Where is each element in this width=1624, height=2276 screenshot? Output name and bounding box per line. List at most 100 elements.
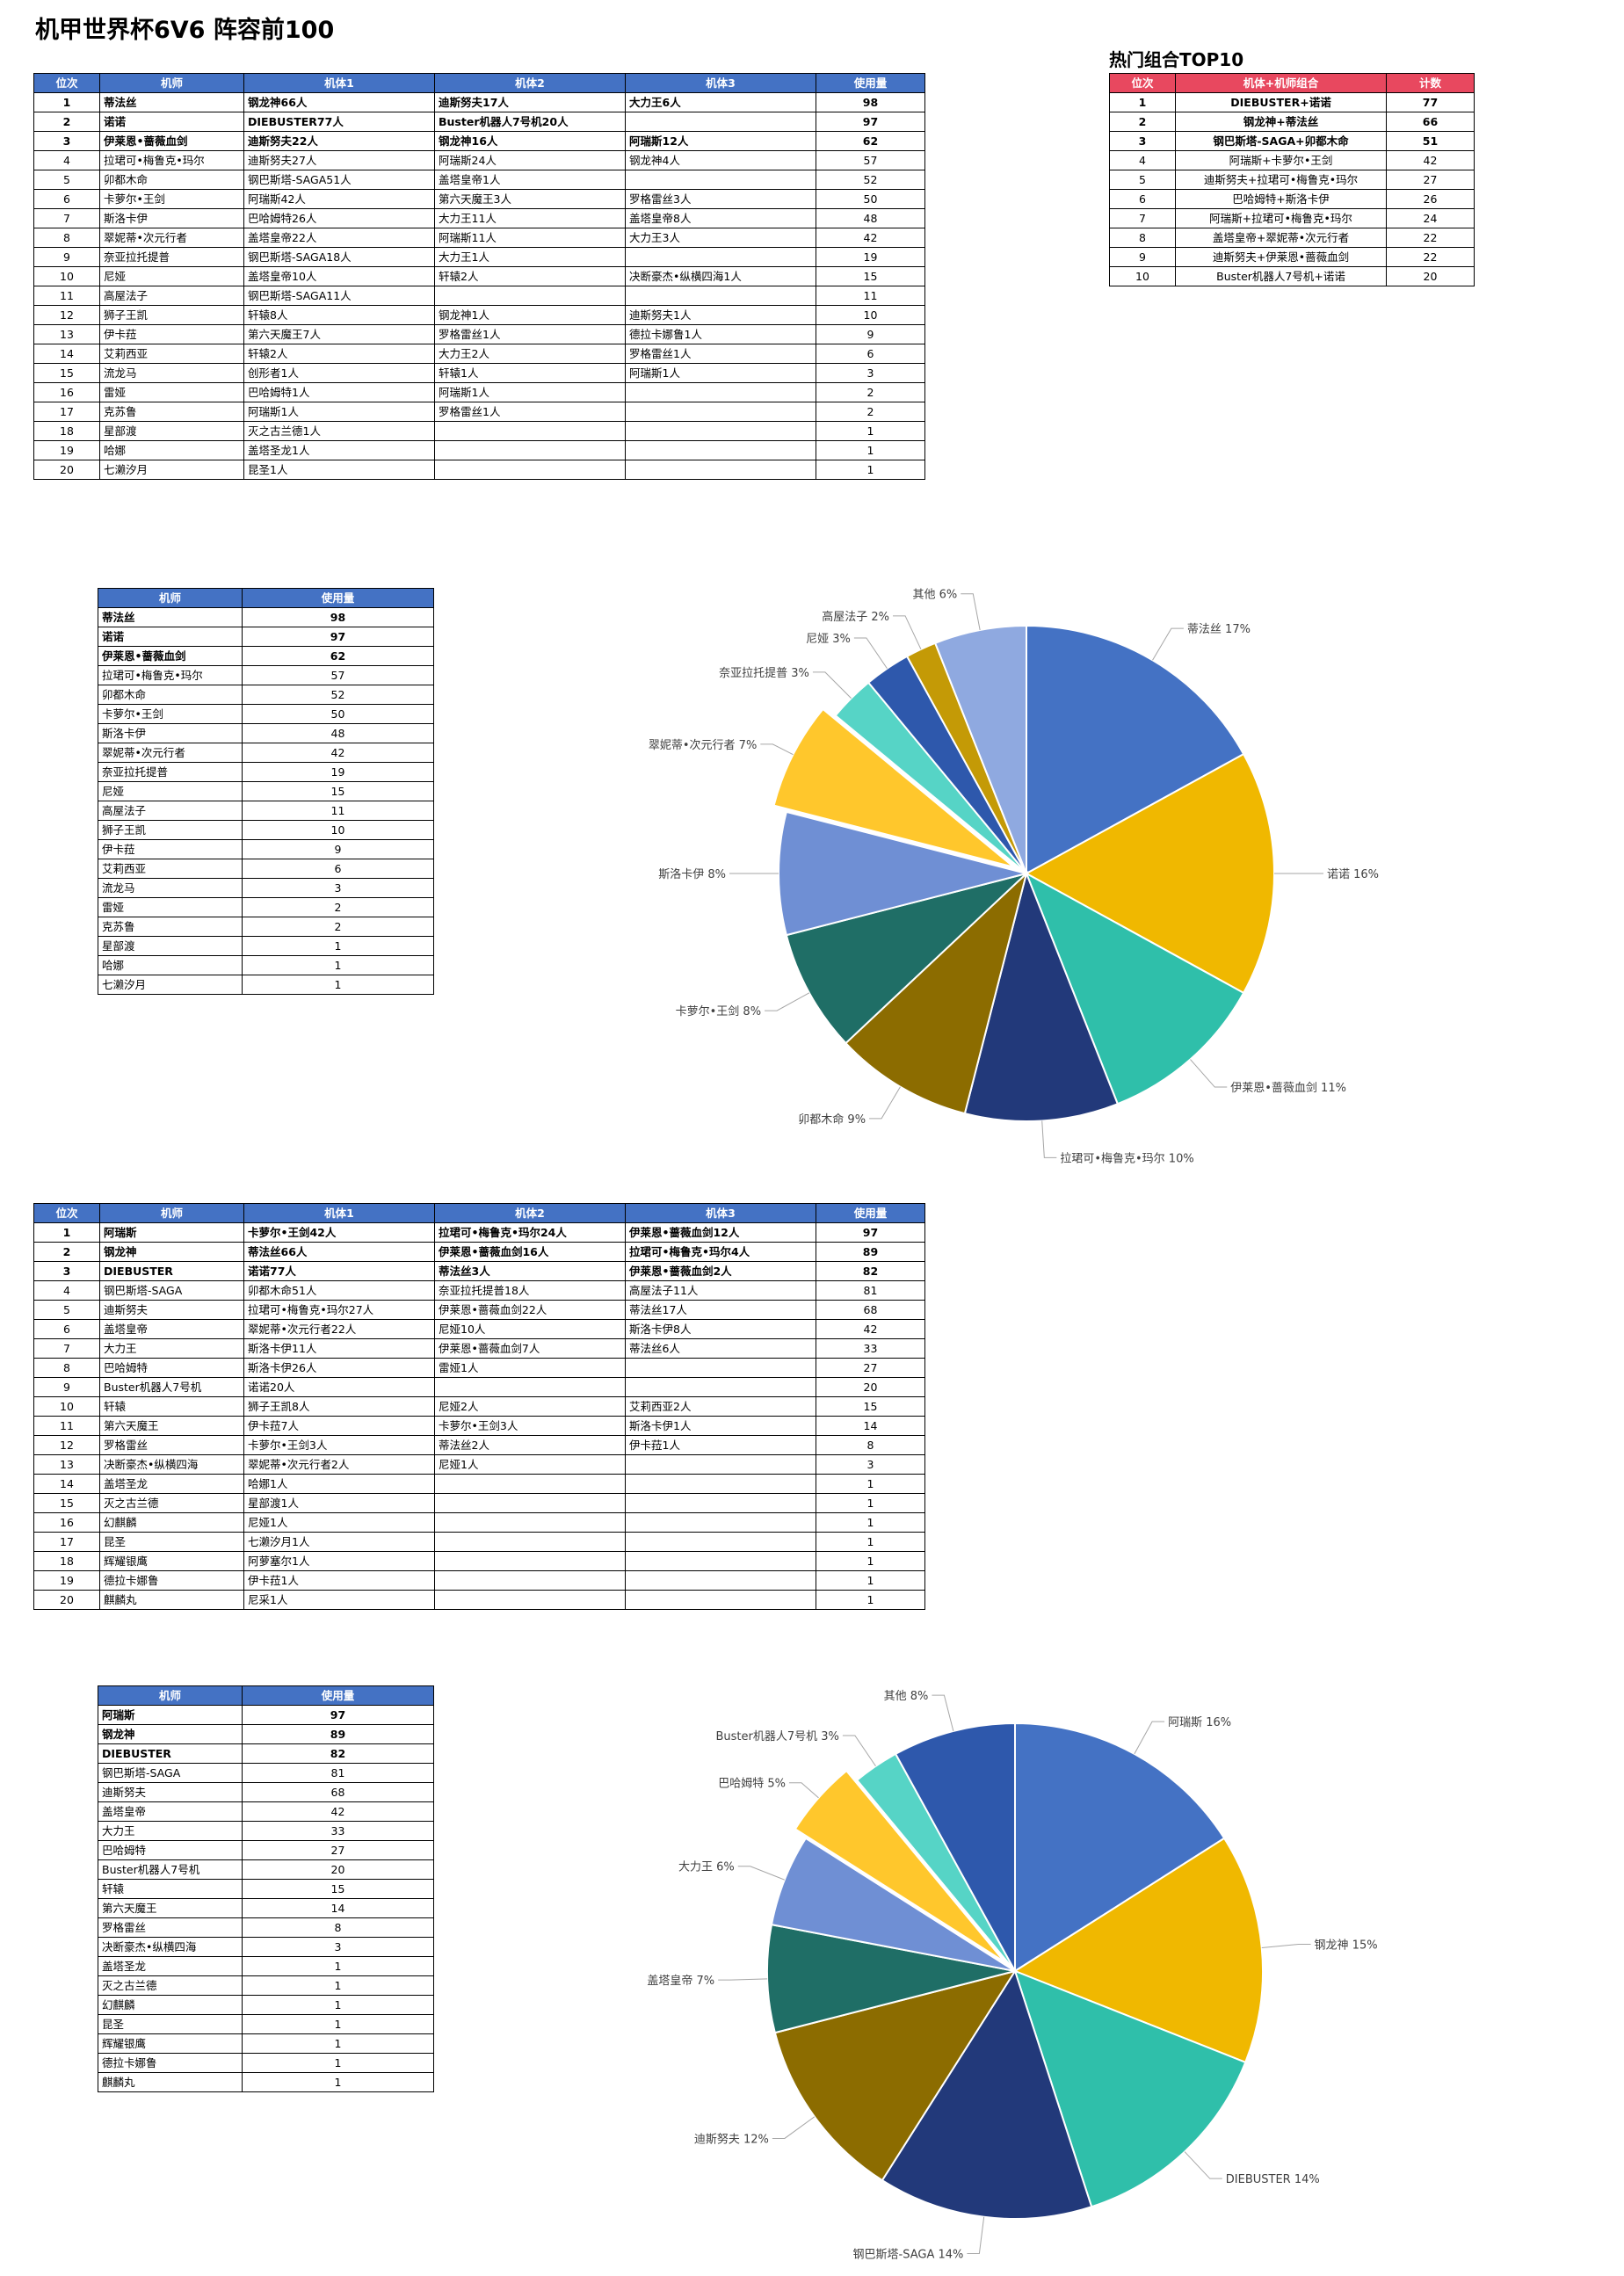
table-cell: 斯洛卡伊8人 [625,1319,816,1339]
table-cell: 4 [33,1280,100,1301]
table-cell: 翠妮蒂•次元行者22人 [243,1319,435,1339]
table-cell: 82 [816,1261,925,1281]
table-cell: 钢巴斯塔-SAGA11人 [243,286,435,306]
table-cell: 17 [33,1532,100,1552]
table-cell [625,440,816,460]
table-cell: 哈娜1人 [243,1474,435,1494]
table-cell: 89 [242,1724,434,1744]
table-cell: 巴哈姆特+斯洛卡伊 [1175,189,1387,209]
table-cell: 6 [1109,189,1176,209]
table-row: 翠妮蒂•次元行者 42 [98,743,434,763]
table-cell: 3 [33,1261,100,1281]
table-row: 4 钢巴斯塔-SAGA 卯都木命51人 奈亚拉托提普18人 高屋法子11人 81 [33,1280,925,1301]
table-cell: 81 [242,1763,434,1783]
table-cell: 盖塔圣龙1人 [243,440,435,460]
table-cell: 19 [242,762,434,782]
table-cell [434,1551,626,1571]
pie-slice-label: Buster机器人7号机 3% [715,1730,838,1743]
table-cell: 轩辕 [99,1396,244,1417]
table-row: 9 迪斯努夫+伊莱恩•蔷薇血剑 22 [1109,247,1475,267]
pie-slice-label: 蒂法丝 17% [1187,623,1251,636]
table-cell: 伊卡菈1人 [625,1435,816,1455]
table-cell: 迪斯努夫17人 [434,92,626,112]
table-cell: 拉珺可•梅鲁克•玛尔 [99,150,244,170]
table-cell: 钢龙神+蒂法丝 [1175,112,1387,132]
column-header: 使用量 [816,1203,925,1223]
table-row: 6 卡萝尔•王剑 阿瑞斯42人 第六天魔王3人 罗格雷丝3人 50 [33,189,925,209]
table-cell: 克苏鲁 [98,917,243,937]
table-cell: 14 [33,344,100,364]
pie-slice [794,1769,1005,1963]
table-cell: 1 [242,1975,434,1996]
table-cell: 钢龙神 [99,1242,244,1262]
table-cell: 8 [1109,228,1176,248]
table-row: 德拉卡娜鲁 1 [98,2053,434,2073]
table-cell: 卡萝尔•王剑 [99,189,244,209]
table-row: 13 伊卡菈 第六天魔王7人 罗格雷丝1人 德拉卡娜鲁1人 9 [33,324,925,344]
table-cell: 蒂法丝6人 [625,1338,816,1359]
table-cell: 1 [33,1222,100,1243]
table-row: 狮子王凯 10 [98,820,434,840]
pie-slice [881,1968,1093,2220]
table-row: 16 雷娅 巴哈姆特1人 阿瑞斯1人 2 [33,382,925,402]
table-row: 10 轩辕 狮子王凯8人 尼娅2人 艾莉西亚2人 15 [33,1396,925,1417]
table-cell: 52 [816,170,925,190]
table-header-row: 位次 机体+机师组合 计数 [1109,73,1475,93]
pilot-lineup-table: 位次 机师 机体1 机体2 机体3 使用量 1 蒂法丝 钢龙神66人 迪斯努夫17人 大力王6人 98… [33,73,925,480]
table-cell: 2 [242,917,434,937]
table-cell: 阿瑞斯 [98,1705,243,1725]
table-cell: 5 [33,170,100,190]
table-cell: 2 [1109,112,1176,132]
table-row: 7 斯洛卡伊 巴哈姆特26人 大力王11人 盖塔皇帝8人 48 [33,208,925,228]
table-cell: 15 [33,363,100,383]
pie-slice-label: 拉珺可•梅鲁克•玛尔 10% [1060,1152,1193,1165]
table-row: 19 德拉卡娜鲁 伊卡菈1人 1 [33,1570,925,1591]
pie-slice-label: 高屋法子 2% [822,610,889,624]
table-cell [625,1512,816,1533]
table-cell: 15 [33,1493,100,1513]
table-cell: 奈亚拉托提普 [99,247,244,267]
table-cell: 42 [816,228,925,248]
table-row: 4 拉珺可•梅鲁克•玛尔 迪斯努夫27人 阿瑞斯24人 钢龙神4人 57 [33,150,925,170]
table-cell: 14 [242,1898,434,1918]
table-cell: 1 [242,2053,434,2073]
table-cell: 57 [816,150,925,170]
table-cell: 盖塔皇帝8人 [625,208,816,228]
table-cell: 高屋法子11人 [625,1280,816,1301]
table-cell: 81 [816,1280,925,1301]
table-row: 克苏鲁 2 [98,917,434,937]
top10-combo-table: 位次 机体+机师组合 计数 1 DIEBUSTER+诺诺 77 2 钢龙神+蒂法丝 66 3 钢巴斯… [1109,73,1475,286]
table-cell: 9 [33,1377,100,1397]
table-cell: 1 [816,1474,925,1494]
table-cell: 7 [33,208,100,228]
table-cell: 77 [1386,92,1475,112]
table-cell: 翠妮蒂•次元行者2人 [243,1454,435,1475]
table-cell: 3 [816,1454,925,1475]
table-row: 11 第六天魔王 伊卡菈7人 卡萝尔•王剑3人 斯洛卡伊1人 14 [33,1416,925,1436]
table-cell: 3 [242,878,434,898]
label-leader-line [772,2116,816,2139]
sheet-title: 机甲世界杯6V6 阵容前100 [35,17,335,44]
pie-slice-label: 卡萝尔•王剑 8% [676,1004,761,1018]
table-cell: DIEBUSTER [99,1261,244,1281]
table-cell: 伊卡菈 [99,324,244,344]
table-cell: 卯都木命 [98,685,243,705]
label-leader-line [718,1978,768,1981]
table-cell: 1 [242,1995,434,2015]
table-row: 15 灭之古兰德 星部渡1人 1 [33,1493,925,1513]
table-cell [625,1358,816,1378]
table-row: 辉耀银鹰 1 [98,2033,434,2054]
table-cell: 19 [33,1570,100,1591]
table-cell: 星部渡1人 [243,1493,435,1513]
table-row: 轩辕 15 [98,1879,434,1899]
mech-lineup-table: 位次 机师 机体1 机体2 机体3 使用量 1 阿瑞斯 卡萝尔•王剑42人 拉珺可•梅鲁克•玛尔2… [33,1203,925,1610]
table-row: 12 狮子王凯 轩辕8人 钢龙神1人 迪斯努夫1人 10 [33,305,925,325]
table-row: 卯都木命 52 [98,685,434,705]
table-cell [625,112,816,132]
table-cell: 10 [816,305,925,325]
table-cell: 七濑汐月1人 [243,1532,435,1552]
table-cell: 阿瑞斯1人 [243,402,435,422]
table-cell [434,286,626,306]
table-cell: 第六天魔王3人 [434,189,626,209]
pie-slice [785,873,1027,1045]
